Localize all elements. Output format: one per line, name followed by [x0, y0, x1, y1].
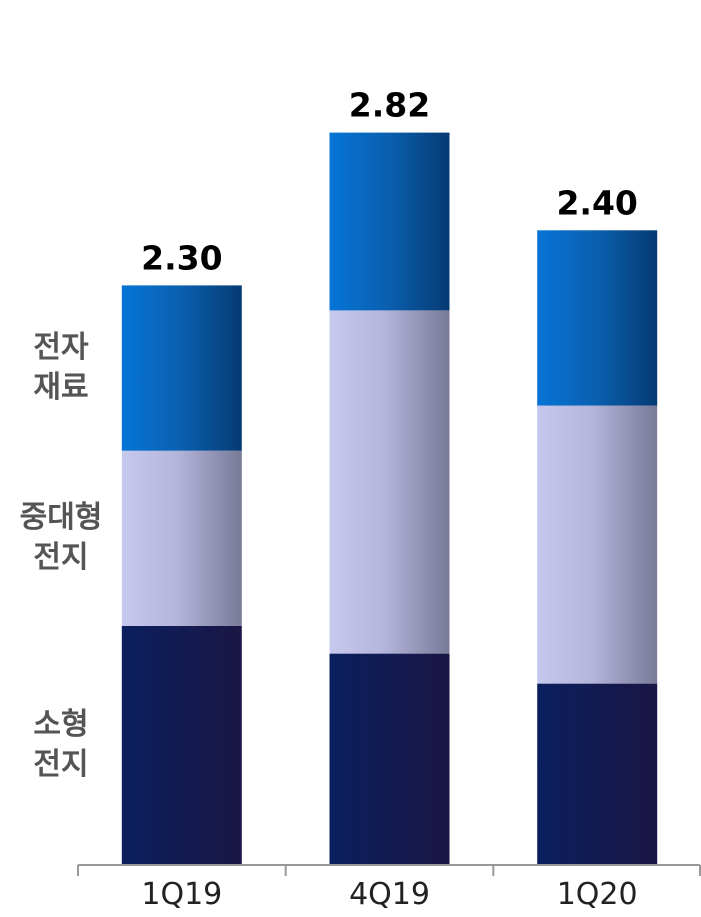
x-tick-label-4q19: 4Q19: [349, 877, 430, 912]
total-label-1q20: 2.40: [556, 183, 637, 222]
bar-segment-1q19-series-0: [121, 626, 242, 864]
total-label-4q19: 2.82: [349, 86, 430, 125]
bar-segment-4q19-series-0: [329, 653, 450, 864]
series-label-line: 재료: [33, 370, 89, 406]
series-label-line: 소형: [33, 707, 89, 743]
bar-segment-1q19-series-2: [121, 285, 242, 451]
bars-group: [121, 132, 658, 864]
bar-segment-1q20-series-0: [537, 683, 658, 864]
bar-segment-1q20-series-1: [537, 405, 658, 684]
series-label-line: 전자: [33, 330, 89, 366]
total-label-1q19: 2.30: [141, 238, 222, 277]
x-tick-label-1q19: 1Q19: [141, 877, 222, 912]
total-labels-group: 2.30 2.82 2.40: [141, 86, 638, 278]
x-ticks-group: 1Q19 4Q19 1Q20: [77, 865, 701, 912]
bar-segment-4q19-series-2: [329, 132, 450, 311]
series-label-line: 중대형: [19, 500, 103, 536]
bar-segment-4q19-series-1: [329, 310, 450, 654]
x-tick-label-1q20: 1Q20: [557, 877, 638, 912]
series-label-line: 전지: [33, 747, 89, 783]
bar-segment-1q19-series-1: [121, 450, 242, 626]
bar-segment-1q20-series-2: [537, 230, 658, 406]
series-label-line: 전지: [33, 540, 89, 576]
